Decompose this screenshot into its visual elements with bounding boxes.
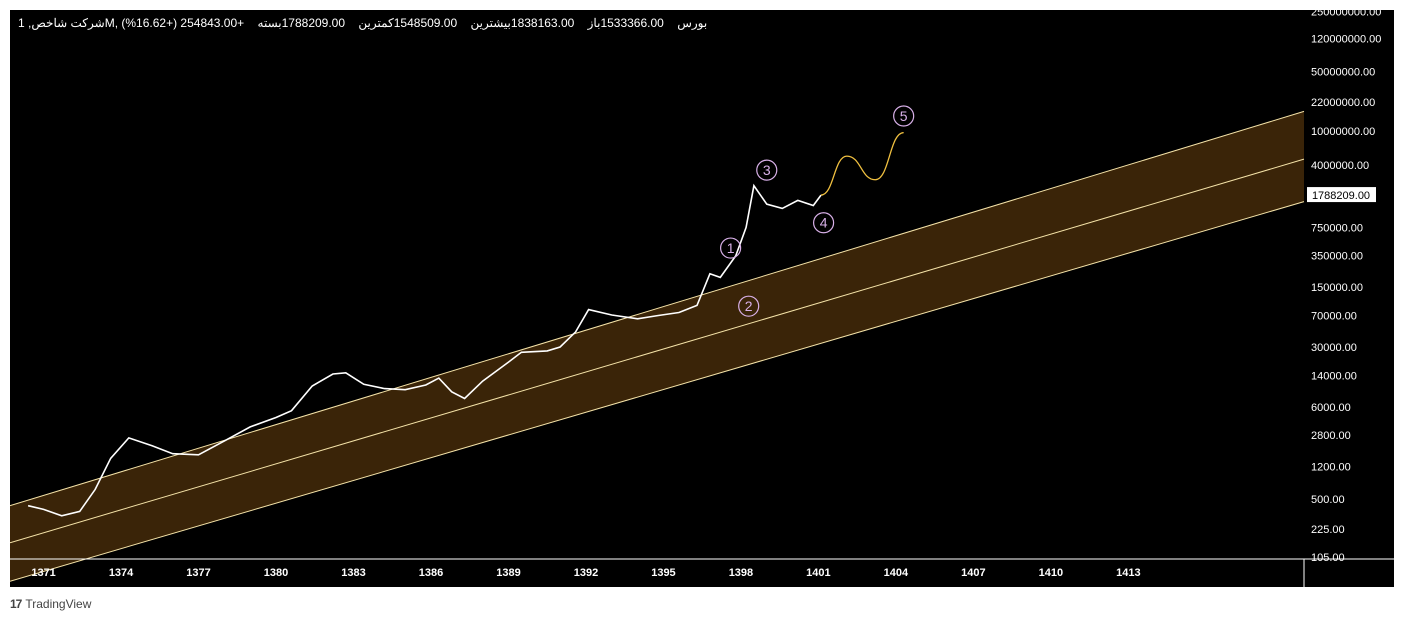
- chart-header: شرکت شاخص, 1M, بورس 1533366.00باز 183816…: [18, 16, 717, 30]
- open-value: 1533366.00باز: [587, 16, 664, 30]
- brand-name: TradingView: [25, 597, 92, 611]
- wave-label-3: 3: [763, 162, 771, 178]
- wave-label-2: 2: [745, 298, 753, 314]
- current-price-badge[interactable]: [1307, 187, 1376, 203]
- price-axis-tick[interactable]: 22000000.00: [1311, 97, 1375, 109]
- price-axis-tick[interactable]: 4000000.00: [1311, 160, 1369, 172]
- tradingview-branding[interactable]: 17 TradingView: [10, 596, 91, 612]
- price-axis-tick[interactable]: 105.00: [1311, 552, 1345, 564]
- time-axis-tick[interactable]: 1389: [496, 567, 520, 579]
- price-axis-tick[interactable]: 6000.00: [1311, 402, 1351, 414]
- wave-label-circle[interactable]: [756, 159, 778, 181]
- wave-label-circle[interactable]: [738, 295, 760, 317]
- price-series-line: [27, 183, 822, 517]
- time-axis-tick[interactable]: 1395: [651, 567, 675, 579]
- price-axis-tick[interactable]: 14000.00: [1311, 370, 1357, 382]
- wave-label-circle[interactable]: [720, 237, 742, 259]
- price-axis-tick[interactable]: 30000.00: [1311, 342, 1357, 354]
- chart-frame[interactable]: 1 2 3 4 5 250000000.00 120000000.00 50000000.00…: [10, 10, 1394, 587]
- price-axis-tick[interactable]: 150000.00: [1311, 282, 1363, 294]
- price-axis-tick[interactable]: 225.00: [1311, 524, 1345, 536]
- wave-label-circle[interactable]: [812, 212, 835, 234]
- channel-middle-line[interactable]: [10, 158, 1305, 544]
- channel-upper-line[interactable]: [10, 110, 1305, 507]
- time-axis-tick[interactable]: 1377: [186, 567, 210, 579]
- time-axis-tick[interactable]: 1392: [574, 567, 598, 579]
- time-axis-tick[interactable]: 1401: [806, 567, 830, 579]
- wave-label-4: 4: [820, 215, 828, 231]
- price-chart[interactable]: 1 2 3 4 5 250000000.00 120000000.00 50000000.00…: [10, 10, 1394, 587]
- channel-fill: [10, 111, 1304, 582]
- price-axis-tick[interactable]: 350000.00: [1311, 251, 1363, 263]
- wave-label-5: 5: [900, 108, 908, 124]
- time-axis-tick[interactable]: 1410: [1039, 567, 1063, 579]
- time-axis-tick[interactable]: 1383: [341, 567, 365, 579]
- time-axis-tick[interactable]: 1407: [961, 567, 985, 579]
- time-axis-tick[interactable]: 1386: [419, 567, 443, 579]
- wave-label-1: 1: [727, 240, 735, 256]
- price-axis-tick[interactable]: 10000000.00: [1311, 126, 1375, 138]
- price-axis-tick[interactable]: 120000000.00: [1311, 34, 1381, 46]
- projection-path[interactable]: [820, 131, 904, 196]
- time-axis-tick[interactable]: 1398: [729, 567, 753, 579]
- price-axis-tick[interactable]: 2800.00: [1311, 430, 1351, 442]
- time-axis-tick[interactable]: 1413: [1116, 567, 1140, 579]
- current-price-label: 1788209.00: [1312, 190, 1370, 202]
- change-value: +254843.00 (+16.62%): [121, 16, 245, 30]
- time-axis-tick[interactable]: 1404: [884, 567, 909, 579]
- time-axis-tick[interactable]: 1380: [264, 567, 288, 579]
- close-value: 1788209.00بسته: [257, 16, 346, 30]
- high-value: 1838163.00بیشترین: [470, 16, 575, 30]
- symbol-label: شرکت شاخص, 1M, بورس: [18, 16, 708, 30]
- time-axis-tick[interactable]: 1371: [31, 567, 55, 579]
- price-axis-tick[interactable]: 500.00: [1311, 494, 1345, 506]
- price-axis-tick[interactable]: 250000000.00: [1311, 10, 1381, 18]
- price-axis-tick[interactable]: 70000.00: [1311, 311, 1357, 323]
- channel-lower-line[interactable]: [10, 201, 1305, 582]
- price-axis-tick[interactable]: 1200.00: [1311, 462, 1351, 474]
- price-axis-tick[interactable]: 50000000.00: [1311, 66, 1375, 78]
- low-value: 1548509.00کمترین: [358, 16, 458, 30]
- time-axis-tick[interactable]: 1374: [109, 567, 134, 579]
- tradingview-logo-icon: 17: [10, 597, 22, 611]
- price-axis-tick[interactable]: 750000.00: [1311, 222, 1363, 234]
- wave-label-circle[interactable]: [893, 105, 915, 127]
